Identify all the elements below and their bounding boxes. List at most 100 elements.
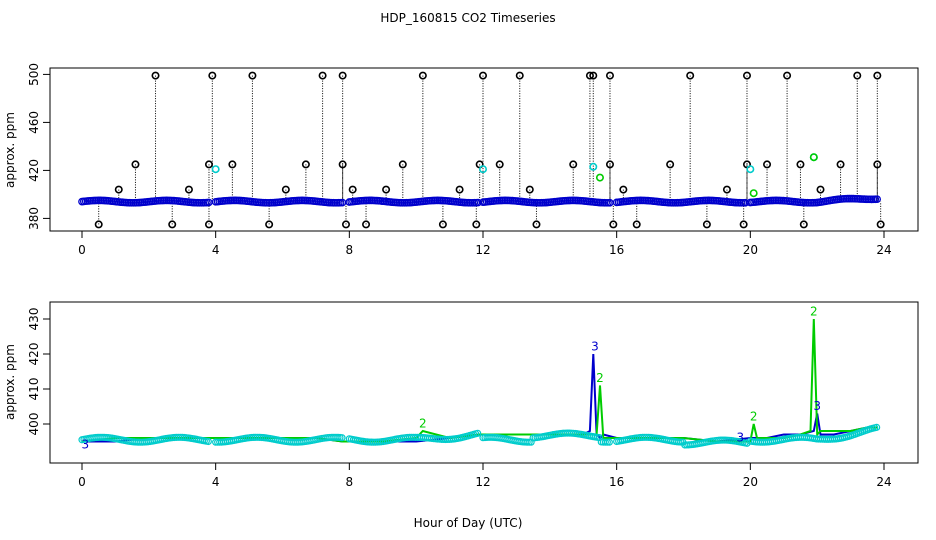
top-data-point: [362, 220, 371, 229]
bottom-band-point: [338, 434, 346, 442]
top-data-point: [495, 160, 504, 169]
bottom-y-tick-label: 420: [27, 343, 41, 366]
top-data-point: [589, 71, 598, 80]
top-data-point: [739, 220, 748, 229]
bottom-series-marker-label: 2: [419, 417, 427, 431]
top-x-tick-label: 4: [212, 243, 220, 257]
top-data-point: [204, 160, 213, 169]
top-y-axis-label: approx. ppm: [3, 112, 17, 188]
top-data-point: [799, 220, 808, 229]
bottom-series-marker-label: 3: [82, 438, 90, 452]
top-x-tick-label: 0: [78, 243, 86, 257]
top-data-point: [853, 71, 862, 80]
top-points: [94, 71, 885, 229]
top-data-point: [228, 160, 237, 169]
top-data-point: [248, 71, 257, 80]
top-data-point: [525, 185, 534, 194]
bottom-y-tick-label: 430: [27, 308, 41, 331]
top-data-point: [94, 220, 103, 229]
top-data-point: [876, 220, 885, 229]
top-data-point: [208, 71, 217, 80]
bottom-y-tick-label: 410: [27, 378, 41, 401]
top-data-point: [348, 185, 357, 194]
bottom-band-point: [527, 438, 535, 446]
bottom-series-marker-label: 3: [813, 399, 821, 413]
top-x-tick-label: 8: [346, 243, 354, 257]
bottom-series-marker-label: 3: [736, 431, 744, 445]
top-data-point: [585, 71, 594, 80]
top-data-point: [168, 220, 177, 229]
bottom-y-tick-label: 400: [27, 413, 41, 436]
top-data-point: [532, 220, 541, 229]
top-baseline-markers: [78, 194, 881, 207]
top-data-point: [873, 71, 882, 80]
top-data-point: [398, 160, 407, 169]
bottom-band-point: [204, 437, 212, 446]
bottom-band-point: [605, 438, 613, 446]
top-data-point: [873, 160, 882, 169]
top-data-point: [595, 173, 604, 182]
top-data-point: [515, 71, 524, 80]
bottom-lines: [81, 318, 878, 443]
bottom-x-tick-label: 4: [212, 475, 220, 489]
x-axis-label: Hour of Day (UTC): [414, 516, 523, 530]
top-data-point: [131, 160, 140, 169]
top-data-point: [605, 71, 614, 80]
bottom-x-tick-label: 8: [346, 475, 354, 489]
top-plot-frame: [49, 67, 919, 232]
top-data-point: [763, 160, 772, 169]
top-data-point: [338, 71, 347, 80]
top-data-point: [666, 160, 675, 169]
top-data-point: [418, 71, 427, 80]
top-data-point: [722, 185, 731, 194]
bottom-series-line-blue: [82, 353, 878, 443]
top-axes: 0 4 8 12 16 20 24 380 420 460 500: [27, 63, 892, 257]
top-data-point: [836, 160, 845, 169]
top-data-point: [686, 71, 695, 80]
top-stems: [98, 75, 882, 225]
top-data-point: [746, 165, 755, 174]
bottom-x-tick-label: 16: [609, 475, 624, 489]
bottom-band-point: [595, 433, 603, 442]
bottom-x-tick-label: 12: [475, 475, 490, 489]
top-data-point: [619, 185, 628, 194]
top-x-tick-label: 20: [743, 243, 758, 257]
top-data-point: [151, 71, 160, 80]
top-data-point: [702, 220, 711, 229]
top-data-point: [809, 153, 818, 162]
bottom-x-tick-label: 0: [78, 475, 86, 489]
bottom-y-axis-label: approx. ppm: [3, 344, 17, 420]
top-x-tick-label: 16: [609, 243, 624, 257]
top-data-point: [281, 185, 290, 194]
bottom-band-point: [873, 423, 881, 431]
top-data-point: [301, 160, 310, 169]
top-data-point: [318, 71, 327, 80]
bottom-series-marker-label: 2: [596, 371, 604, 385]
bottom-series-marker-label: 3: [591, 340, 599, 354]
top-data-point: [114, 185, 123, 194]
top-data-point: [338, 160, 347, 169]
bottom-band-point: [474, 429, 482, 437]
top-x-tick-label: 12: [475, 243, 490, 257]
top-y-tick-label: 500: [27, 63, 41, 86]
top-x-tick-label: 24: [876, 243, 891, 257]
top-data-point: [796, 160, 805, 169]
top-data-point: [749, 189, 758, 198]
bottom-axes: 0 4 8 12 16 20 24 400 410 420 430: [27, 308, 892, 489]
chart-title: HDP_160815 CO2 Timeseries: [380, 11, 555, 25]
top-data-point: [632, 220, 641, 229]
top-panel: approx. ppm 0 4 8 12 16 20 24 380 420 460 500: [3, 63, 919, 257]
top-data-point: [742, 71, 751, 80]
top-data-point: [609, 220, 618, 229]
top-data-point: [783, 71, 792, 80]
top-data-point: [438, 220, 447, 229]
top-data-point: [265, 220, 274, 229]
top-data-point: [816, 185, 825, 194]
top-data-point: [589, 162, 598, 171]
top-baseline-point: [873, 195, 881, 204]
top-data-point: [472, 220, 481, 229]
top-y-tick-label: 420: [27, 159, 41, 182]
